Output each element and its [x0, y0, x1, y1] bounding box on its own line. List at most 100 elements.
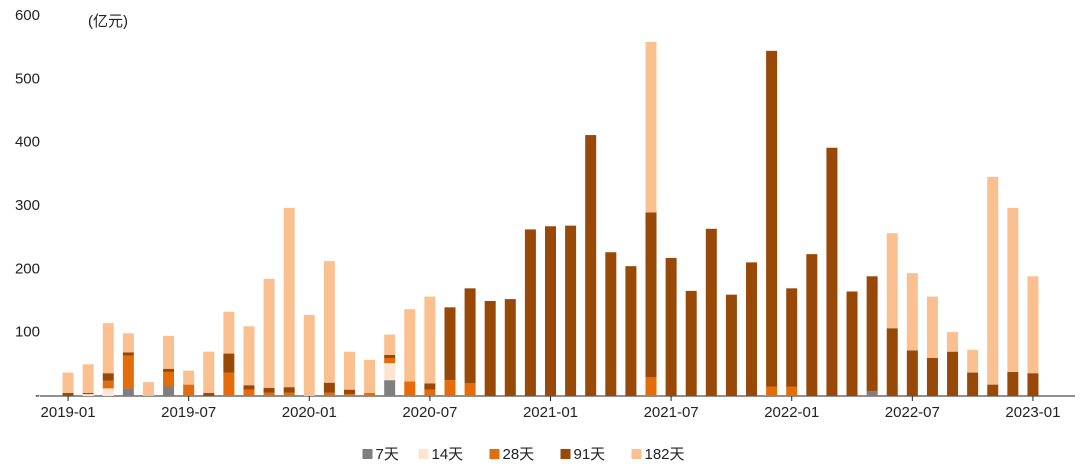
- y-tick-label: 400: [15, 134, 40, 151]
- bar-segment: [886, 233, 898, 329]
- bar-segment: [424, 389, 436, 396]
- bar-segment: [1007, 207, 1019, 372]
- legend-swatch: [362, 449, 373, 459]
- legend-label: 14天: [432, 446, 464, 463]
- bar-segment: [565, 225, 577, 396]
- bar-segment: [886, 328, 898, 396]
- unit-annotation: (亿元): [88, 13, 128, 30]
- legend-swatch: [631, 449, 642, 459]
- bar-segment: [102, 388, 114, 396]
- bar-segment: [786, 288, 798, 387]
- bar-segment: [102, 373, 114, 381]
- bar-segment: [826, 147, 838, 396]
- bar-segment: [605, 252, 617, 396]
- legend-label: 91天: [574, 446, 606, 463]
- bar-segment: [142, 382, 154, 396]
- bar-segment: [323, 261, 335, 383]
- bar-segment: [725, 294, 737, 396]
- bar-segment: [283, 387, 295, 393]
- bar-segment: [504, 299, 516, 396]
- bar-segment: [444, 307, 456, 381]
- bar-segment: [585, 135, 597, 397]
- bar-segment: [183, 384, 195, 396]
- bar-segment: [947, 332, 959, 352]
- bar-segment: [163, 386, 175, 396]
- bar-segment: [243, 385, 255, 390]
- bar-segment: [806, 254, 818, 396]
- bar-segment: [243, 326, 255, 386]
- bar-segment: [343, 389, 355, 395]
- bar-segment: [846, 291, 858, 396]
- legend-swatch: [418, 449, 429, 459]
- bar-segment: [484, 301, 496, 396]
- bar-segment: [203, 351, 215, 393]
- bar-segment: [524, 229, 536, 396]
- bar-segment: [384, 380, 396, 396]
- bar-segment: [947, 351, 959, 396]
- bar-segment: [1007, 371, 1019, 396]
- bar-segment: [364, 392, 376, 396]
- x-tick-label: 2019-07: [161, 404, 216, 421]
- bar-segment: [987, 384, 999, 396]
- bar-segment: [766, 50, 778, 387]
- bar-segment: [645, 212, 657, 377]
- bar-segment: [183, 370, 195, 385]
- bar-segment: [685, 290, 697, 396]
- bar-segment: [323, 392, 335, 396]
- bar-segment: [464, 288, 476, 384]
- bar-segment: [967, 349, 979, 373]
- y-tick-label: 300: [15, 197, 40, 214]
- bar-segment: [384, 334, 396, 355]
- bar-segment: [122, 352, 134, 356]
- bar-segment: [364, 359, 376, 393]
- bar-segment: [987, 176, 999, 385]
- bar-segment: [424, 383, 436, 390]
- bar-segment: [444, 380, 456, 396]
- bar-segment: [665, 257, 677, 396]
- bar-segment: [464, 383, 476, 396]
- bar-segment: [404, 309, 416, 382]
- bar-segment: [705, 228, 717, 396]
- x-tick-label: 2022-01: [764, 404, 819, 421]
- bar-segment: [343, 351, 355, 390]
- bar-segment: [203, 392, 215, 396]
- y-tick-label: 600: [15, 7, 40, 24]
- y-tick-label: 500: [15, 70, 40, 87]
- bar-segment: [384, 363, 396, 381]
- x-tick-label: 2020-01: [282, 404, 337, 421]
- bar-segment: [223, 372, 235, 396]
- bar-segment: [384, 354, 396, 358]
- bar-segment: [223, 311, 235, 354]
- bar-segment: [906, 273, 918, 351]
- bar-segment: [283, 207, 295, 388]
- bar-segment: [866, 390, 878, 396]
- bar-segment: [384, 358, 396, 364]
- bar-segment: [303, 314, 315, 396]
- y-tick-label: 200: [15, 260, 40, 277]
- bar-segment: [283, 392, 295, 396]
- bar-segment: [1027, 373, 1039, 396]
- bar-segment: [323, 382, 335, 393]
- bar-segment: [645, 41, 657, 213]
- x-tick-label: 2019-01: [41, 404, 96, 421]
- bar-segment: [62, 372, 74, 393]
- x-tick-label: 2022-07: [885, 404, 940, 421]
- bar-segment: [163, 371, 175, 387]
- bar-segment: [82, 364, 94, 393]
- legend-swatch: [489, 449, 500, 459]
- legend-label: 28天: [503, 446, 535, 463]
- bar-segment: [866, 276, 878, 391]
- bar-segment: [122, 355, 134, 389]
- bar-segment: [926, 358, 938, 396]
- bar-segment: [223, 353, 235, 373]
- x-tick-label: 2021-01: [523, 404, 578, 421]
- bar-segment: [102, 323, 114, 374]
- x-tick-label: 2020-07: [402, 404, 457, 421]
- bar-segment: [263, 392, 275, 396]
- bar-segment: [625, 266, 637, 396]
- bar-segment: [545, 226, 556, 396]
- y-tick-label: 100: [15, 324, 40, 341]
- bar-segment: [424, 296, 436, 384]
- bar-segment: [263, 387, 275, 393]
